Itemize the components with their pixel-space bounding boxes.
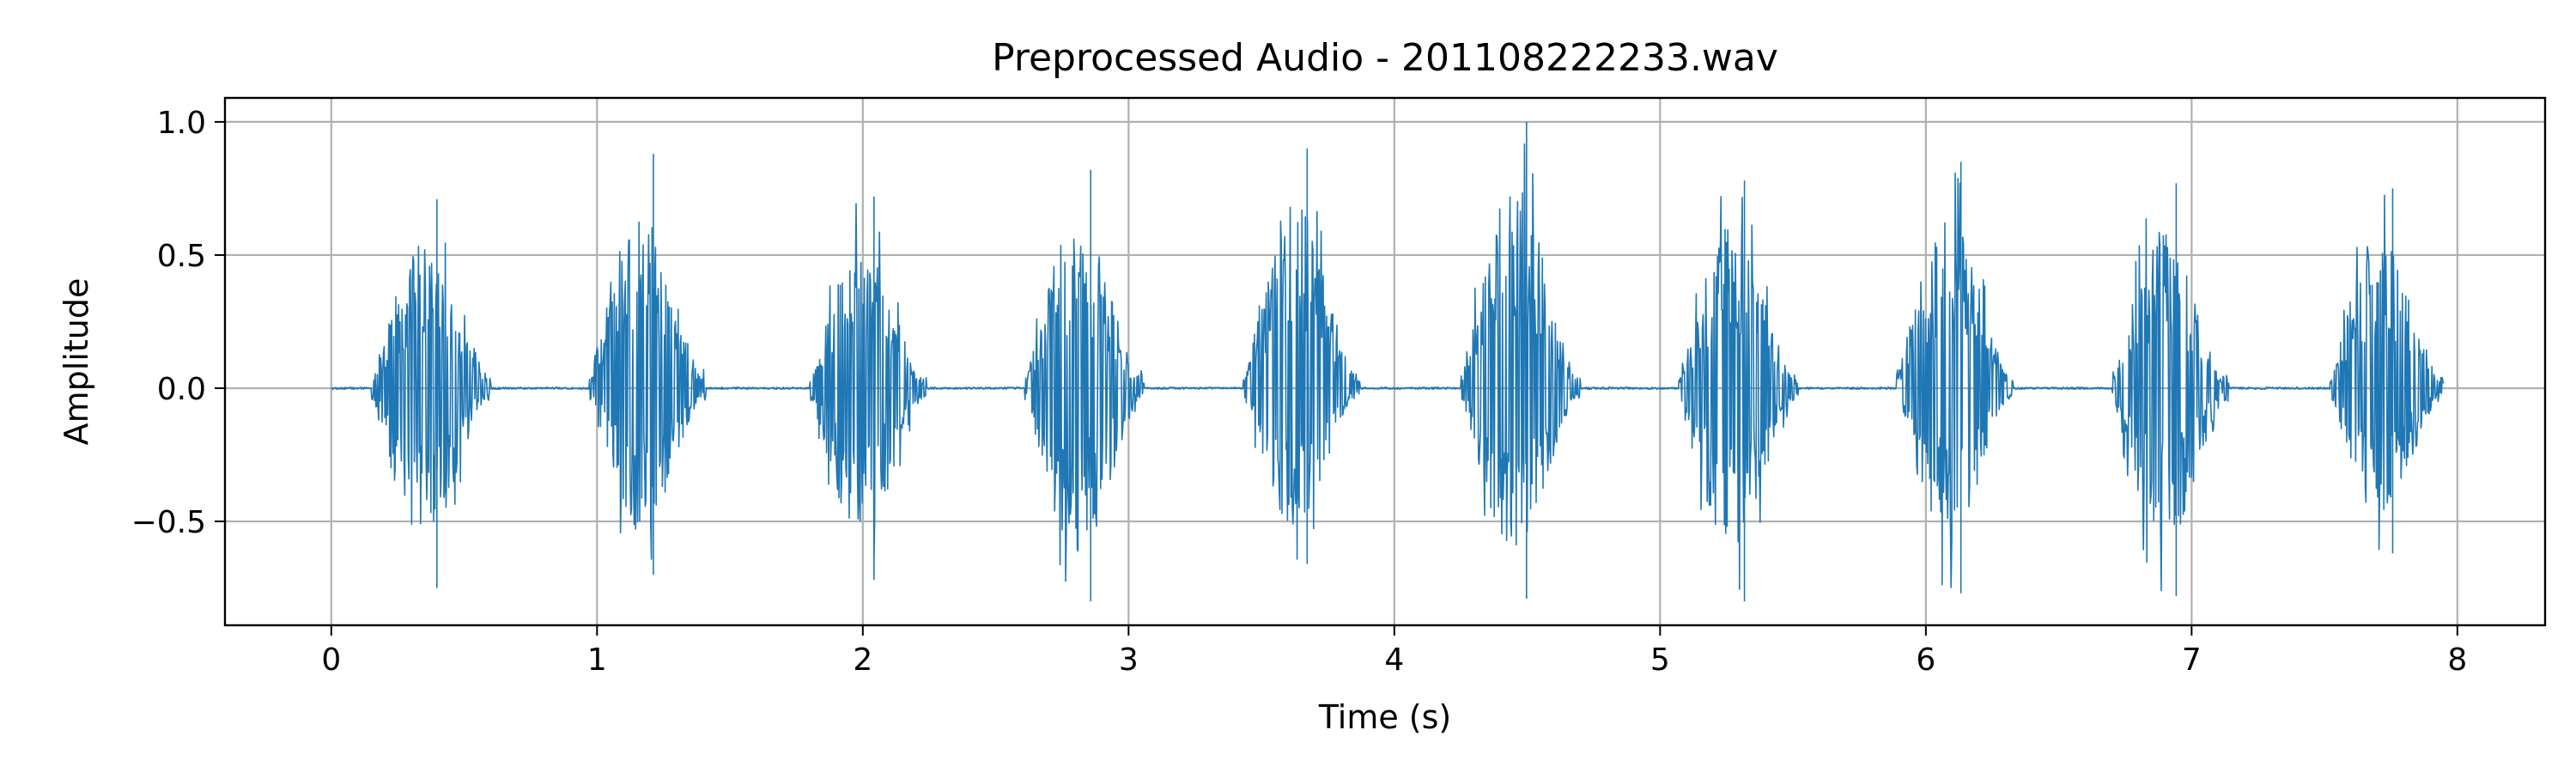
plot-area-frame: [223, 96, 2547, 627]
x-tick-label: 8: [2447, 642, 2467, 678]
y-tick-label: 0.5: [157, 239, 206, 274]
chart-title: Preprocessed Audio - 201108222233.wav: [992, 36, 1778, 80]
axis-ticks: 0 1 2 3 4 5 6 7 8 1.0 0.5 0.0 −0.5: [131, 106, 2468, 678]
x-tick-label: 3: [1119, 642, 1139, 678]
y-tick-label: −0.5: [131, 505, 206, 540]
x-tick-label: 1: [587, 642, 607, 678]
audio-waveform-line: [331, 143, 2445, 592]
y-tick-label: 1.0: [157, 106, 206, 141]
x-tick-label: 5: [1650, 642, 1670, 678]
x-tick-label: 0: [321, 642, 341, 678]
signal-layer: [331, 121, 2445, 602]
x-tick-label: 2: [853, 642, 872, 678]
x-tick-label: 7: [2182, 642, 2202, 678]
y-axis-label: Amplitude: [58, 278, 95, 446]
x-tick-label: 4: [1384, 642, 1404, 678]
x-tick-label: 6: [1916, 642, 1935, 678]
x-axis-label: Time (s): [1318, 698, 1452, 736]
y-tick-label: 0.0: [157, 372, 206, 407]
